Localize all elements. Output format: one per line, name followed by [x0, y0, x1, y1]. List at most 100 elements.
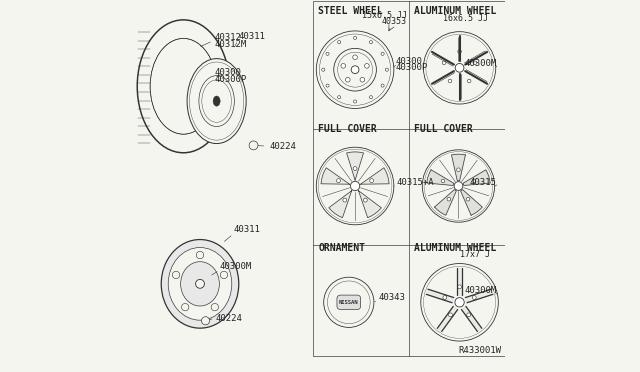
Circle shape — [381, 84, 384, 87]
Polygon shape — [321, 168, 349, 184]
Polygon shape — [451, 154, 465, 181]
Circle shape — [364, 198, 367, 202]
Circle shape — [449, 313, 452, 317]
Polygon shape — [461, 190, 483, 215]
Circle shape — [457, 168, 460, 171]
Text: 40300: 40300 — [214, 68, 241, 77]
Circle shape — [369, 41, 372, 44]
Text: NISSAN: NISSAN — [339, 300, 358, 305]
Ellipse shape — [150, 39, 216, 134]
Text: 15x6.5 JJ: 15x6.5 JJ — [362, 11, 407, 20]
Polygon shape — [329, 191, 351, 218]
Circle shape — [442, 61, 446, 65]
Circle shape — [458, 285, 461, 289]
Circle shape — [346, 77, 350, 82]
Ellipse shape — [213, 96, 220, 106]
Circle shape — [351, 66, 359, 74]
Text: 40311: 40311 — [233, 225, 260, 234]
Circle shape — [472, 296, 476, 299]
Text: FULL COVER: FULL COVER — [414, 125, 473, 134]
Circle shape — [202, 317, 210, 325]
Circle shape — [455, 298, 464, 307]
FancyBboxPatch shape — [337, 295, 361, 310]
Circle shape — [322, 68, 325, 71]
Text: ALUMINUM WHEEL: ALUMINUM WHEEL — [414, 6, 497, 16]
Circle shape — [443, 296, 447, 299]
Circle shape — [369, 96, 372, 99]
Circle shape — [370, 179, 374, 183]
Circle shape — [249, 141, 258, 150]
Text: 40300M: 40300M — [465, 286, 497, 295]
Circle shape — [351, 181, 360, 191]
Circle shape — [220, 271, 228, 279]
Circle shape — [365, 64, 369, 68]
Ellipse shape — [180, 262, 220, 306]
Circle shape — [338, 41, 340, 44]
Ellipse shape — [161, 240, 239, 328]
Text: STEEL WHEEL: STEEL WHEEL — [318, 6, 383, 16]
Circle shape — [341, 64, 346, 68]
Ellipse shape — [187, 59, 246, 144]
Circle shape — [447, 198, 451, 201]
Circle shape — [454, 182, 463, 190]
Circle shape — [343, 198, 347, 202]
Circle shape — [448, 79, 452, 83]
Text: 40343: 40343 — [378, 294, 405, 302]
Polygon shape — [427, 170, 454, 186]
Circle shape — [196, 279, 204, 288]
Text: 40224: 40224 — [269, 142, 296, 151]
Text: ORNAMENT: ORNAMENT — [318, 243, 365, 253]
Circle shape — [196, 251, 204, 259]
Circle shape — [337, 179, 340, 183]
Circle shape — [172, 271, 180, 279]
Circle shape — [381, 52, 384, 55]
Text: 40312: 40312 — [214, 33, 241, 42]
Text: 40315: 40315 — [470, 178, 497, 187]
Text: 40300M: 40300M — [465, 59, 497, 68]
Circle shape — [353, 36, 356, 39]
Circle shape — [353, 55, 357, 60]
Text: ALUMINUM WHEEL: ALUMINUM WHEEL — [414, 243, 497, 253]
Circle shape — [353, 167, 357, 170]
Text: 40300P: 40300P — [396, 63, 428, 72]
Polygon shape — [347, 152, 364, 180]
Text: 40312M: 40312M — [214, 40, 246, 49]
Text: 40311: 40311 — [239, 32, 266, 41]
Circle shape — [467, 79, 471, 83]
Circle shape — [466, 198, 470, 201]
Circle shape — [472, 179, 476, 183]
Text: 16x6.5 JJ: 16x6.5 JJ — [444, 14, 488, 23]
Text: 40224: 40224 — [216, 314, 243, 323]
Circle shape — [385, 68, 388, 71]
Circle shape — [441, 179, 445, 183]
Circle shape — [353, 100, 356, 103]
Polygon shape — [426, 289, 454, 303]
Circle shape — [455, 64, 464, 72]
Polygon shape — [463, 170, 490, 186]
Text: 40353: 40353 — [382, 16, 407, 26]
Polygon shape — [360, 168, 389, 184]
Polygon shape — [457, 268, 462, 295]
Text: 40300M: 40300M — [220, 262, 252, 271]
Text: 40300P: 40300P — [214, 75, 246, 84]
Circle shape — [473, 61, 477, 65]
Polygon shape — [461, 307, 482, 331]
Circle shape — [326, 84, 329, 87]
Polygon shape — [435, 190, 456, 215]
Circle shape — [467, 313, 470, 317]
Circle shape — [458, 50, 461, 53]
Bar — [312, 1, 504, 356]
Circle shape — [360, 77, 365, 82]
Polygon shape — [358, 191, 381, 218]
Polygon shape — [437, 307, 458, 331]
Text: 40315+A: 40315+A — [397, 178, 435, 187]
Text: FULL COVER: FULL COVER — [318, 125, 377, 134]
Circle shape — [211, 304, 218, 311]
Circle shape — [338, 96, 340, 99]
Polygon shape — [465, 289, 493, 303]
Text: R433001W: R433001W — [458, 346, 501, 355]
Circle shape — [182, 304, 189, 311]
Text: 17x7 J: 17x7 J — [460, 250, 490, 259]
Ellipse shape — [168, 247, 232, 320]
Circle shape — [326, 52, 329, 55]
